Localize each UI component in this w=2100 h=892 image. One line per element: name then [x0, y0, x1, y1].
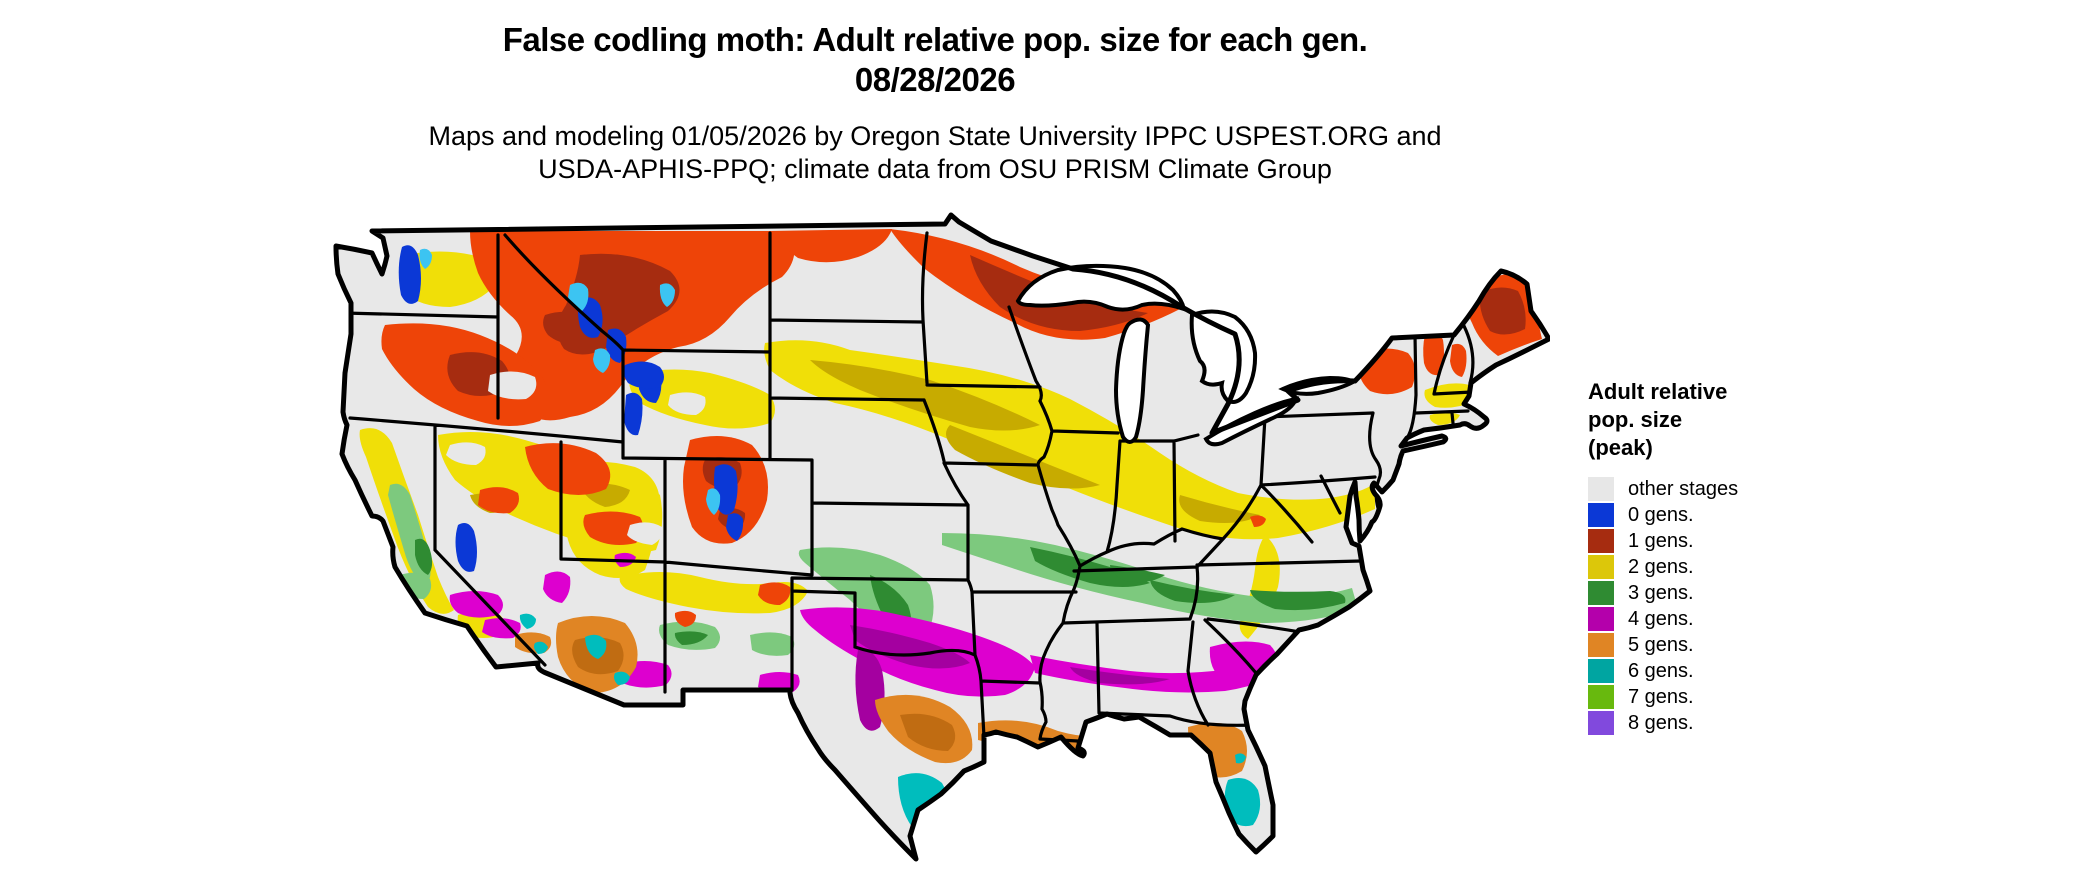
legend-item-label: 2 gens. — [1628, 556, 1694, 578]
map-title-line1: False codling moth: Adult relative pop. … — [502, 21, 1368, 58]
lake-superior — [1015, 263, 1187, 313]
legend-swatch — [1588, 607, 1614, 631]
us-generations-map — [330, 195, 1550, 885]
legend-items: other stages 0 gens. 1 gens. 2 gens. 3 gens.… — [1588, 476, 1828, 736]
gen0-regions — [398, 245, 744, 572]
legend: Adult relative pop. size (peak) other st… — [1588, 378, 1828, 736]
legend-swatch — [1588, 477, 1614, 501]
legend-item: 1 gens. — [1588, 528, 1828, 554]
us-map-svg — [333, 212, 1550, 862]
legend-item-label: other stages — [1628, 478, 1739, 500]
legend-item: 0 gens. — [1588, 502, 1828, 528]
legend-item-label: 4 gens. — [1628, 608, 1694, 630]
legend-swatch — [1588, 555, 1614, 579]
legend-item: 6 gens. — [1588, 658, 1828, 684]
lake-michigan — [1113, 317, 1151, 444]
legend-item: other stages — [1588, 476, 1828, 502]
gen1-regions — [381, 229, 1542, 627]
map-credits: Maps and modeling 01/05/2026 by Oregon S… — [0, 120, 1870, 186]
legend-title-line1: Adult relative — [1588, 379, 1728, 404]
legend-swatch — [1588, 503, 1614, 527]
map-credits-line2: USDA-APHIS-PPQ; climate data from OSU PR… — [538, 154, 1332, 184]
legend-swatch — [1588, 633, 1614, 657]
gray-mottle — [446, 371, 706, 545]
legend-item: 4 gens. — [1588, 606, 1828, 632]
legend-item-label: 7 gens. — [1628, 686, 1694, 708]
legend-item: 8 gens. — [1588, 710, 1828, 736]
legend-swatch — [1588, 685, 1614, 709]
legend-item-label: 1 gens. — [1628, 530, 1694, 552]
legend-item-label: 3 gens. — [1628, 582, 1694, 604]
legend-item: 7 gens. — [1588, 684, 1828, 710]
legend-item: 2 gens. — [1588, 554, 1828, 580]
map-title: False codling moth: Adult relative pop. … — [0, 20, 1870, 100]
legend-item: 5 gens. — [1588, 632, 1828, 658]
map-fill-layers — [336, 215, 1549, 859]
legend-item: 3 gens. — [1588, 580, 1828, 606]
map-credits-line1: Maps and modeling 01/05/2026 by Oregon S… — [428, 121, 1442, 151]
legend-swatch — [1588, 659, 1614, 683]
legend-item-label: 0 gens. — [1628, 504, 1694, 526]
legend-title-line3: (peak) — [1588, 435, 1653, 460]
map-title-date: 08/28/2026 — [854, 61, 1016, 98]
legend-swatch — [1588, 711, 1614, 735]
legend-title: Adult relative pop. size (peak) — [1588, 378, 1828, 462]
legend-item-label: 8 gens. — [1628, 712, 1694, 734]
legend-swatch — [1588, 529, 1614, 553]
legend-item-label: 5 gens. — [1628, 634, 1694, 656]
legend-item-label: 6 gens. — [1628, 660, 1694, 682]
us-outline — [333, 212, 1550, 862]
legend-title-line2: pop. size — [1588, 407, 1683, 432]
legend-swatch — [1588, 581, 1614, 605]
